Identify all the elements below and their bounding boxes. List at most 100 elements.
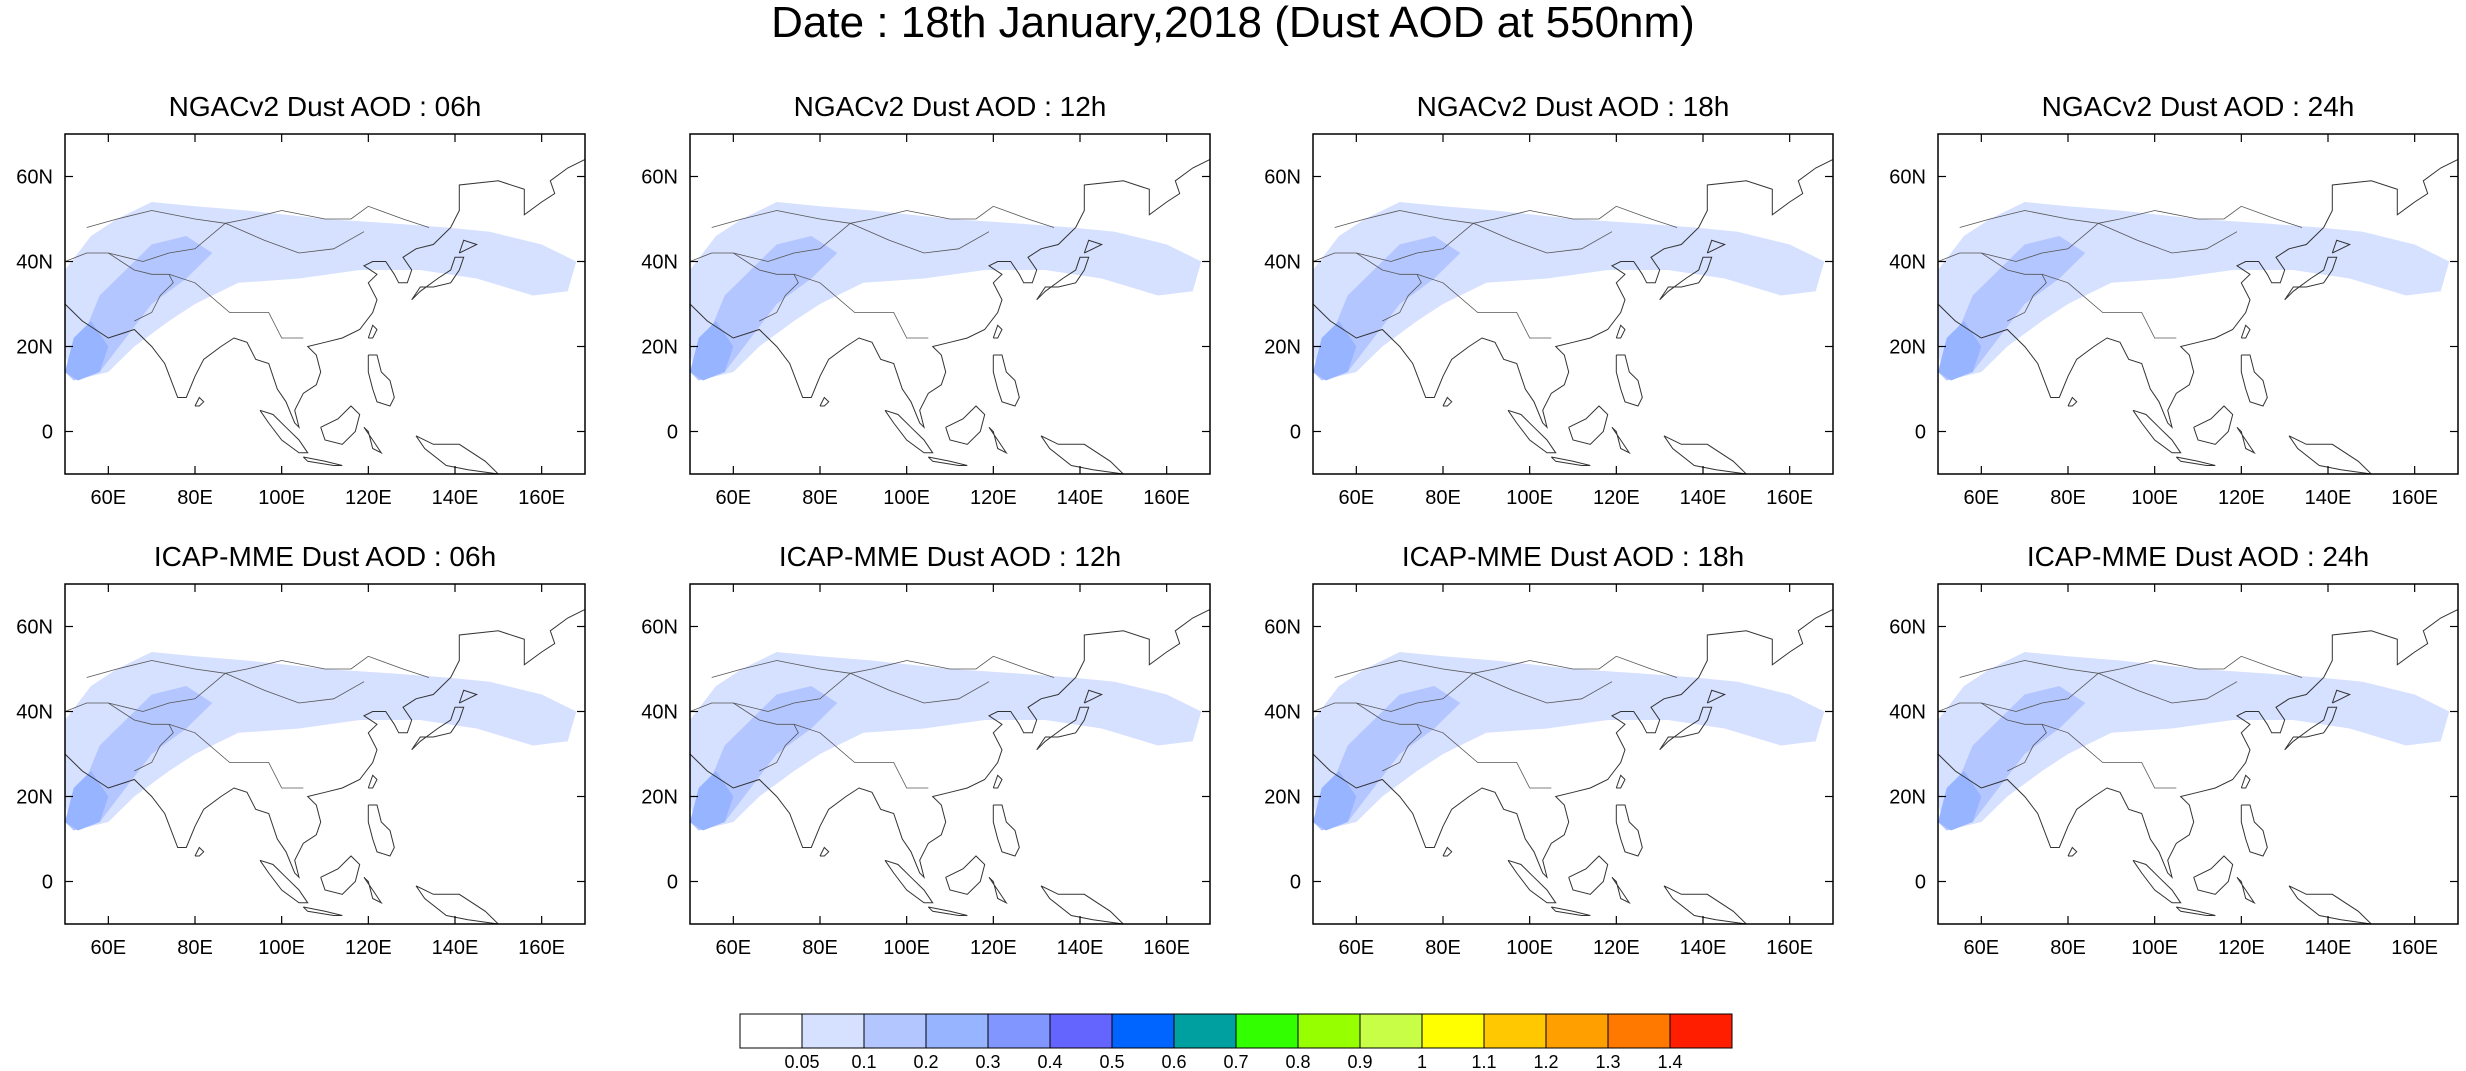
lon-tick-label: 80E	[2050, 937, 2086, 959]
colorbar-label: 0.4	[1037, 1052, 1062, 1068]
coastline	[690, 159, 1210, 429]
coastline	[367, 324, 378, 339]
coastline	[65, 609, 585, 879]
colorbar-label: 0.3	[975, 1052, 1000, 1068]
lon-tick-label: 120E	[2218, 487, 2265, 509]
map-panel: ICAP-MME Dust AOD : 06h 60E 80E 100E 120E 140…	[11, 542, 605, 962]
coastline	[415, 435, 500, 474]
coastline	[992, 804, 1020, 857]
border-line	[168, 273, 304, 339]
colorbar-swatch	[987, 1013, 1051, 1049]
border-line	[1416, 723, 1552, 789]
panel-title: NGACv2 Dust AOD : 18h	[1416, 91, 1730, 122]
dust-field-high	[690, 321, 734, 381]
border-line	[2041, 723, 2177, 789]
lon-tick-label: 140E	[1680, 937, 1727, 959]
dust-field-high	[1938, 321, 1982, 381]
colorbar-swatch	[1049, 1013, 1113, 1049]
coastline	[2132, 859, 2182, 904]
border-line	[793, 723, 929, 789]
border-line	[1938, 702, 2047, 772]
lon-tick-label: 100E	[258, 487, 305, 509]
border-line	[65, 252, 174, 322]
lat-tick-label: 20N	[1264, 337, 1301, 359]
coastline	[2240, 774, 2251, 789]
plot-frame	[689, 583, 1211, 925]
lon-tick-label: 80E	[177, 487, 213, 509]
colorbar-swatch	[1173, 1013, 1237, 1049]
colorbar-swatch	[925, 1013, 989, 1049]
lon-tick-label: 60E	[1964, 487, 2000, 509]
border-line	[793, 273, 929, 339]
colorbar-label: 0.2	[913, 1052, 938, 1068]
lon-tick-label: 60E	[91, 937, 127, 959]
lon-tick-label: 80E	[802, 487, 838, 509]
lat-tick-label: 20N	[16, 337, 53, 359]
border-line	[1313, 252, 1422, 322]
coastline	[65, 159, 585, 429]
coastline	[2132, 409, 2182, 454]
colorbar-label: 0.5	[1099, 1052, 1124, 1068]
colorbar-swatch	[1545, 1013, 1609, 1049]
coastline	[194, 396, 205, 407]
coastline	[259, 859, 309, 904]
lat-tick-label: 40N	[16, 702, 53, 724]
coastline	[367, 354, 395, 407]
coastline	[1313, 159, 1833, 429]
colorbar-swatch	[1111, 1013, 1175, 1049]
coastline	[819, 396, 830, 407]
plot-frame	[689, 133, 1211, 475]
figure-title: Date : 18th January,2018 (Dust AOD at 55…	[771, 0, 1695, 47]
border-line	[1313, 702, 1422, 772]
plot-frame	[1312, 583, 1834, 925]
map-plot: 60E 80E 100E 120E 140E 160E 0 20N 40N 60N	[641, 133, 1211, 509]
border-line	[1473, 222, 1613, 254]
colorbar-swatch	[863, 1013, 927, 1049]
coastline	[1313, 609, 1833, 879]
panel-title: NGACv2 Dust AOD : 12h	[793, 91, 1107, 122]
border-line	[690, 702, 799, 772]
coastline	[1659, 256, 1713, 301]
coastline	[2175, 456, 2216, 466]
lat-tick-label: 40N	[1264, 252, 1301, 274]
lat-tick-label: 40N	[16, 252, 53, 274]
border-line	[1334, 655, 1678, 678]
lon-tick-label: 120E	[970, 487, 1017, 509]
panel-title: NGACv2 Dust AOD : 24h	[2041, 91, 2355, 122]
border-line	[850, 222, 990, 254]
border-line	[733, 672, 851, 712]
border-line	[2041, 273, 2177, 339]
border-line	[1416, 273, 1552, 339]
border-line	[225, 672, 365, 704]
lat-tick-label: 20N	[1264, 787, 1301, 809]
lon-tick-label: 120E	[1593, 937, 1640, 959]
lon-tick-label: 160E	[1143, 487, 1190, 509]
coastline	[992, 354, 1020, 407]
lon-tick-label: 160E	[518, 937, 565, 959]
coastline	[1040, 885, 1125, 924]
colorbar-label: 0.05	[784, 1052, 819, 1068]
border-line	[1356, 222, 1474, 262]
lat-tick-label: 60N	[1889, 167, 1926, 189]
lat-tick-label: 40N	[641, 252, 678, 274]
lon-tick-label: 120E	[1593, 487, 1640, 509]
lon-tick-label: 100E	[883, 937, 930, 959]
map-plot: 60E 80E 100E 120E 140E 160E 0 20N 40N 60N	[1264, 583, 1834, 959]
coastline	[2288, 885, 2373, 924]
map-panel: NGACv2 Dust AOD : 06h 60E 80E 100E 120E 140E 1…	[11, 92, 605, 512]
border-line	[108, 672, 226, 712]
coastline	[1083, 689, 1104, 704]
border-line	[690, 252, 799, 322]
coastline	[367, 774, 378, 789]
border-line	[733, 222, 851, 262]
dust-field-high	[1313, 771, 1357, 831]
colorbar-label: 0.9	[1347, 1052, 1372, 1068]
plot-frame	[64, 133, 586, 475]
lon-tick-label: 120E	[2218, 937, 2265, 959]
lon-tick-label: 160E	[1766, 487, 1813, 509]
lon-tick-label: 60E	[1964, 937, 2000, 959]
colorbar-label: 1.4	[1657, 1052, 1682, 1068]
lat-tick-label: 40N	[1889, 702, 1926, 724]
border-line	[850, 672, 990, 704]
coastline	[992, 324, 1003, 339]
